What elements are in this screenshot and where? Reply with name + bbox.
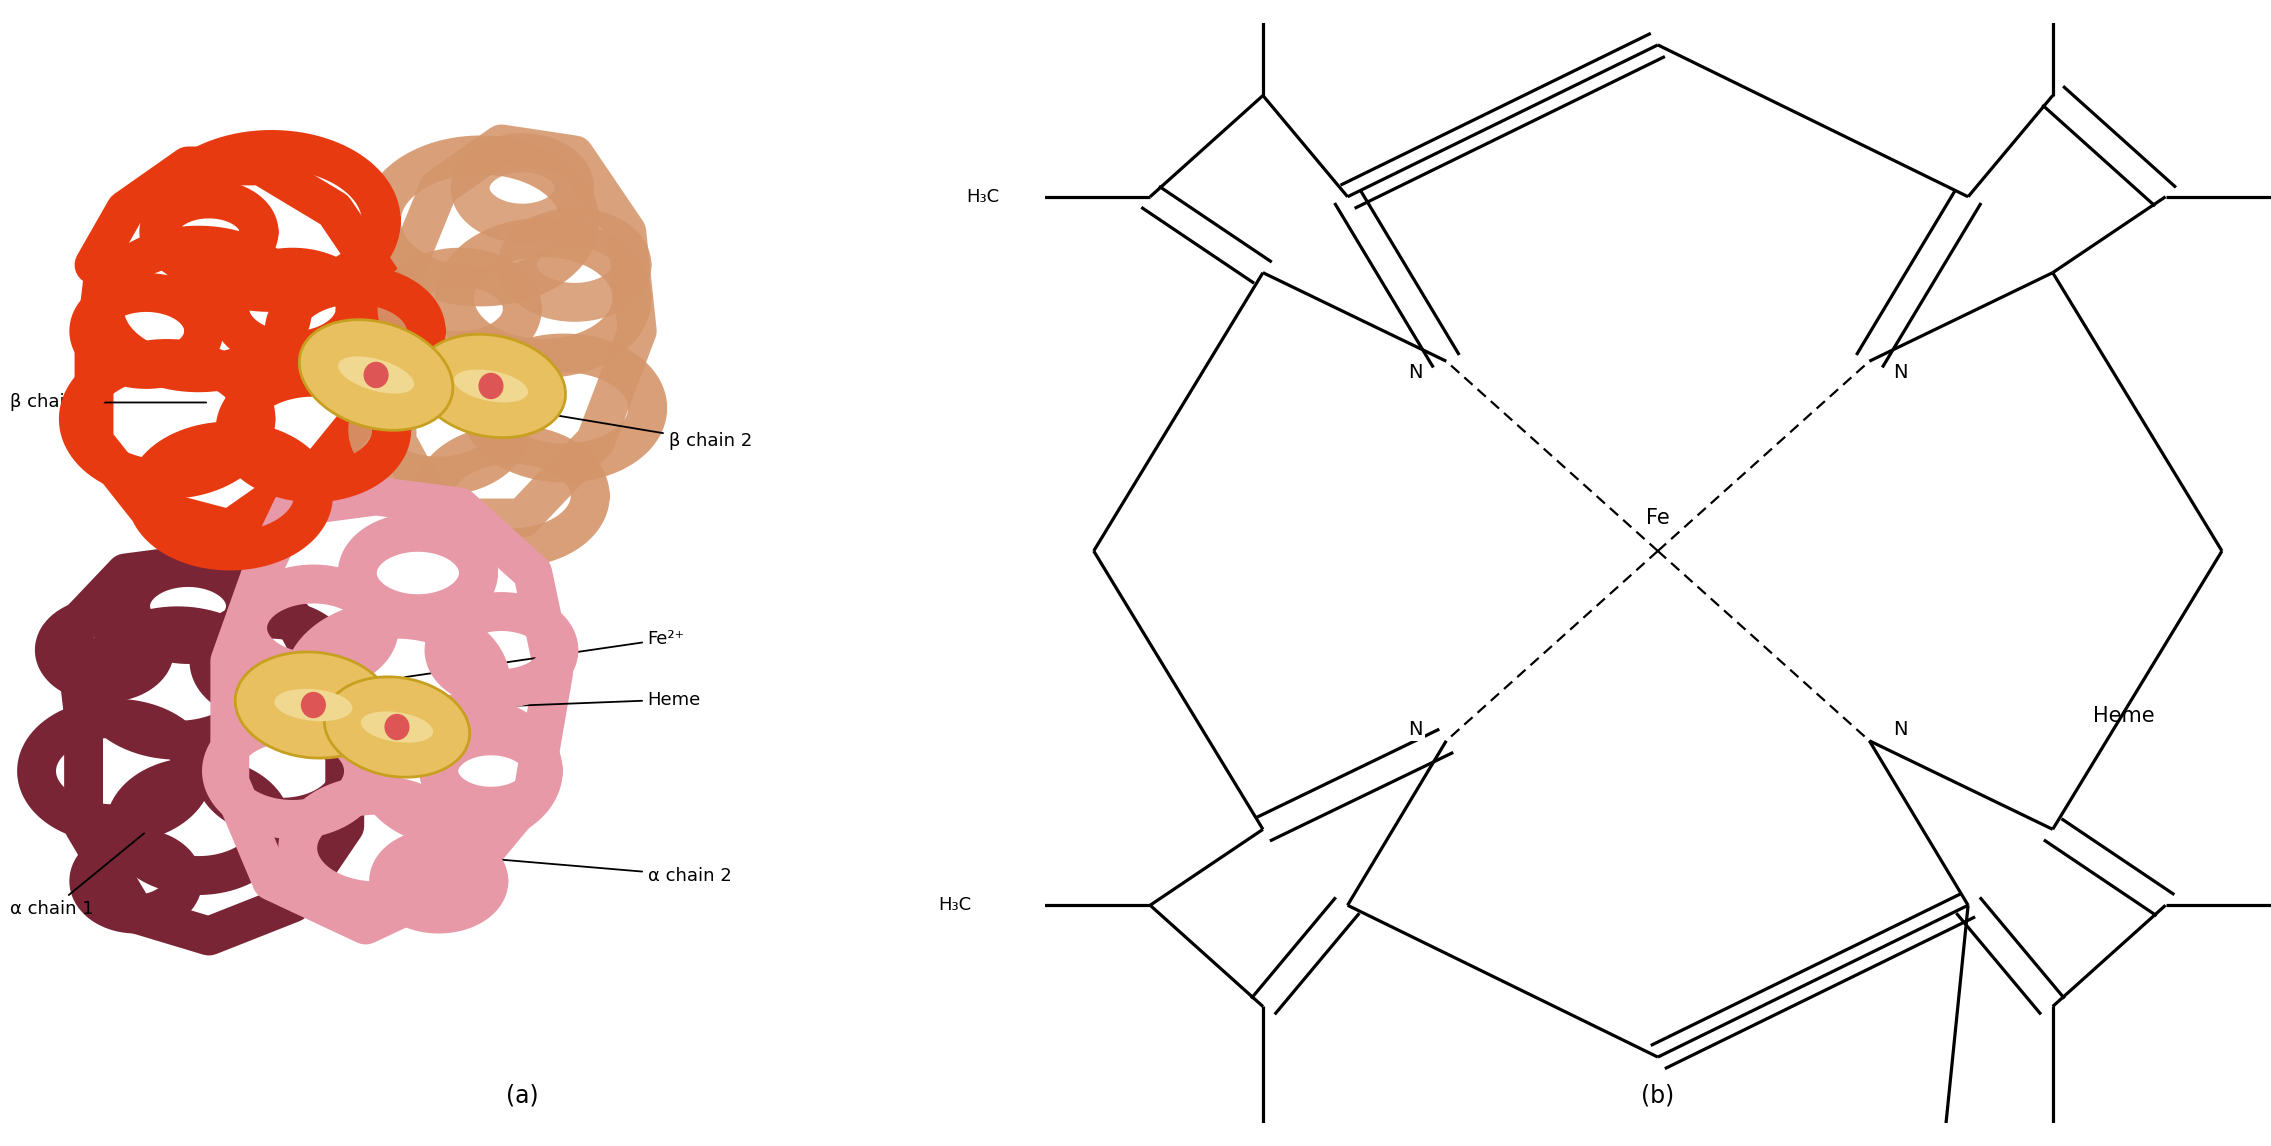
Ellipse shape — [454, 369, 529, 402]
Circle shape — [300, 692, 327, 719]
Circle shape — [384, 714, 409, 740]
Text: Heme: Heme — [395, 691, 702, 711]
Text: N: N — [1892, 363, 1908, 382]
Ellipse shape — [361, 712, 434, 743]
Circle shape — [479, 372, 504, 399]
Text: α chain 1: α chain 1 — [11, 833, 143, 918]
Ellipse shape — [300, 320, 452, 430]
Text: Fe: Fe — [1646, 508, 1669, 528]
Text: H₃C: H₃C — [965, 188, 999, 206]
Text: N: N — [1892, 721, 1908, 739]
Ellipse shape — [325, 677, 470, 777]
Text: β chain 1: β chain 1 — [11, 393, 207, 411]
Text: (a): (a) — [506, 1084, 538, 1107]
Text: Heme: Heme — [2094, 706, 2155, 727]
Text: N: N — [1408, 363, 1424, 382]
Ellipse shape — [275, 689, 352, 721]
Text: α chain 2: α chain 2 — [431, 854, 731, 885]
Text: (b): (b) — [1642, 1084, 1674, 1107]
Text: N: N — [1408, 721, 1424, 739]
Circle shape — [363, 362, 388, 388]
Ellipse shape — [236, 652, 391, 759]
Ellipse shape — [416, 335, 565, 438]
Text: H₃C: H₃C — [938, 896, 972, 915]
Text: Fe²⁺: Fe²⁺ — [404, 630, 684, 677]
Ellipse shape — [338, 356, 413, 393]
Text: β chain 2: β chain 2 — [516, 408, 752, 450]
